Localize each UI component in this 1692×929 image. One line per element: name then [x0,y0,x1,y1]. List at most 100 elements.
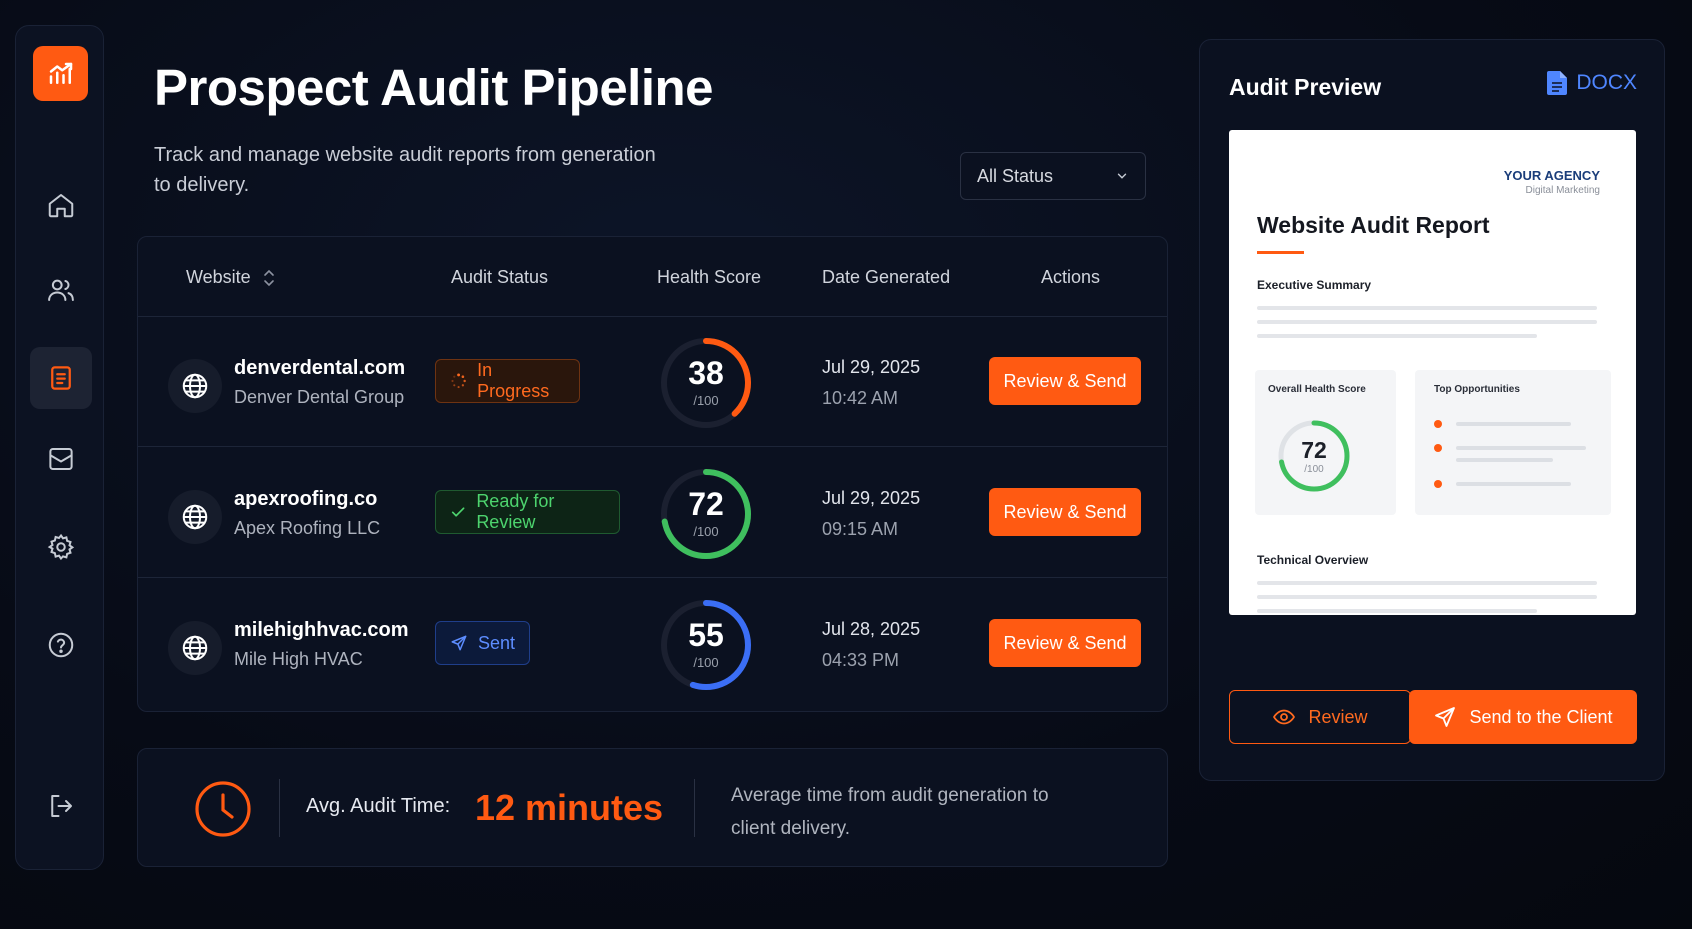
preview-title: Audit Preview [1229,74,1382,100]
sidebar-item-help[interactable] [30,614,92,676]
doc-text-line [1257,581,1597,585]
send-to-client-button[interactable]: Send to the Client [1409,690,1637,744]
document-preview[interactable]: YOUR AGENCY Digital Marketing Website Au… [1229,130,1636,615]
users-icon [48,279,74,301]
review-send-button[interactable]: Review & Send [989,619,1141,667]
doc-opportunities-label: Top Opportunities [1434,384,1520,395]
doc-score-denominator: /100 [1304,464,1324,475]
health-score-value: 38 [688,355,724,391]
globe-icon [168,359,222,413]
gear-icon [47,533,75,561]
logout-icon [51,795,72,817]
send-icon [451,635,467,651]
health-score-ring: 72 /100 [658,466,754,562]
stat-description: Average time from audit generation to cl… [731,785,1049,839]
site-domain[interactable]: apexroofing.co [234,488,378,510]
doc-title: Website Audit Report [1257,212,1490,238]
date-generated: Jul 29, 2025 [822,357,921,377]
check-icon [451,507,465,517]
sidebar-item-home[interactable] [30,174,92,236]
mail-icon [49,448,73,470]
column-header-actions: Actions [1041,267,1101,287]
site-domain[interactable]: milehighhvac.com [234,619,409,641]
column-header-score: Health Score [657,267,762,287]
send-button-label: Send to the Client [1469,706,1613,727]
sort-icon [263,269,274,286]
column-header-date: Date Generated [822,267,951,287]
doc-score-value: 72 [1301,437,1327,463]
stat-value: 12 minutes [475,787,664,828]
table-header: Website Audit Status Health Score Date G… [138,237,1167,317]
doc-opportunities-card: Top Opportunities [1415,370,1611,515]
page-subtitle: Track and manage website audit reports f… [154,144,656,196]
column-header-label: Website [186,267,251,287]
review-send-button[interactable]: Review & Send [989,357,1141,405]
date-generated: Jul 28, 2025 [822,619,921,639]
health-score-denominator: /100 [693,524,719,539]
send-icon [1435,707,1456,727]
doc-text-line [1456,446,1586,450]
globe-icon [168,490,222,544]
globe-icon [168,621,222,675]
site-organization: Denver Dental Group [234,387,405,407]
doc-text-line [1257,595,1597,599]
sidebar-item-users[interactable] [30,259,92,321]
doc-health-score-ring: 72 /100 [1276,418,1352,494]
clock-icon [195,781,251,837]
document-icon [51,366,71,390]
site-organization: Mile High HVAC [234,649,363,669]
bullet-icon [1434,444,1442,452]
time-generated: 04:33 PM [822,650,900,670]
help-icon [48,632,74,658]
eye-icon [1273,709,1296,725]
doc-agency-name: YOUR AGENCY [1503,168,1600,183]
health-score-denominator: /100 [693,655,719,670]
doc-text-line [1456,422,1571,426]
table-row[interactable]: denverdental.com Denver Dental Group In … [138,317,1167,447]
home-icon [48,194,74,218]
review-send-button[interactable]: Review & Send [989,488,1141,536]
sidebar-item-settings[interactable] [30,516,92,578]
column-header-status: Audit Status [451,267,549,287]
health-score-denominator: /100 [693,393,719,408]
health-score-ring: 55 /100 [658,597,754,693]
divider [279,779,280,837]
time-generated: 10:42 AM [822,388,899,408]
site-domain[interactable]: denverdental.com [234,357,406,379]
doc-score-card: Overall Health Score 72 /100 [1255,370,1396,515]
divider [694,779,695,837]
docx-format-link[interactable]: DOCX [1546,70,1637,96]
bullet-icon [1434,420,1442,428]
doc-section-heading: Executive Summary [1257,278,1372,292]
stat-label: Avg. Audit Time: [306,795,451,817]
table-row[interactable]: milehighhvac.com Mile High HVAC Sent 55 … [138,579,1167,709]
doc-title-underline [1257,251,1304,254]
status-badge: Ready for Review [435,490,620,534]
sidebar-item-reports[interactable] [30,347,92,409]
status-badge-label: In Progress [477,360,550,401]
logo[interactable] [33,46,88,101]
audit-preview-panel: Audit Preview DOCX YOUR AGENCY Digital M… [1199,39,1665,781]
status-badge-label: Ready for Review [476,491,555,532]
doc-text-line [1257,609,1537,613]
review-button[interactable]: Review [1229,690,1411,744]
doc-section-heading: Technical Overview [1257,553,1369,567]
chevron-down-icon [1117,173,1127,179]
doc-text-line [1257,334,1537,338]
doc-text-line [1456,482,1571,486]
health-score-value: 72 [688,486,724,522]
status-filter-select[interactable]: All Status [960,152,1146,200]
sidebar-item-logout[interactable] [30,775,92,837]
status-filter-value: All Status [977,165,1054,186]
sidebar [15,25,104,870]
sidebar-item-mail[interactable] [30,428,92,490]
file-icon [1547,71,1568,95]
doc-text-line [1456,458,1553,462]
table-row[interactable]: apexroofing.co Apex Roofing LLC Ready fo… [138,448,1167,578]
column-header-website[interactable]: Website [186,267,275,288]
time-generated: 09:15 AM [822,519,899,539]
doc-agency-tagline: Digital Marketing [1525,185,1600,196]
status-badge: Sent [435,621,530,665]
status-badge: In Progress [435,359,580,403]
spinner-icon [451,373,466,389]
